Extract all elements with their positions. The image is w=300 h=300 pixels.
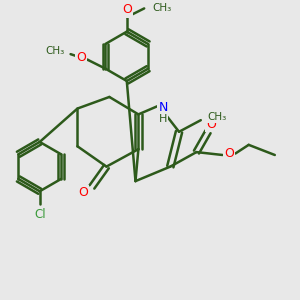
Text: CH₃: CH₃ (152, 3, 171, 14)
Text: O: O (122, 3, 132, 16)
Text: O: O (78, 186, 88, 199)
Text: CH₃: CH₃ (207, 112, 226, 122)
Text: Cl: Cl (34, 208, 46, 221)
Text: O: O (206, 118, 216, 131)
Text: N: N (158, 100, 168, 114)
Text: O: O (76, 50, 86, 64)
Text: O: O (224, 147, 234, 160)
Text: CH₃: CH₃ (45, 46, 64, 56)
Text: H: H (159, 114, 167, 124)
